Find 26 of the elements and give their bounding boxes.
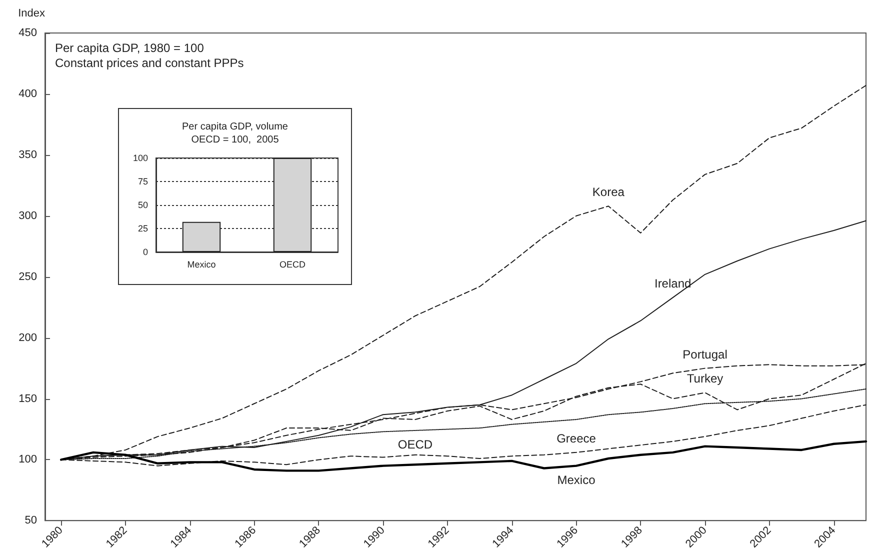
annotation: Ireland <box>654 276 692 291</box>
annotation: Portugal <box>682 347 728 362</box>
y-tick-label: 50 <box>24 514 37 527</box>
annotation: Korea <box>592 185 625 200</box>
annotation: Turkey <box>686 372 724 386</box>
y-tick-label: 300 <box>18 210 37 222</box>
y-tick-label: 350 <box>18 148 37 161</box>
y-tick-label: 250 <box>18 270 37 283</box>
annotation: Constant prices and constant PPPs <box>55 56 244 70</box>
y-tick-label: 150 <box>18 392 37 405</box>
y-tick-label: 400 <box>18 88 37 100</box>
y-tick-label: 75 <box>138 176 148 186</box>
y-tick-label: 100 <box>132 153 148 163</box>
annotation: OECD <box>398 437 433 452</box>
annotation: Per capita GDP, 1980 = 100 <box>55 41 204 55</box>
y-tick-label: 50 <box>138 200 148 210</box>
y-tick-label: 200 <box>18 332 37 344</box>
annotation: Mexico <box>557 472 596 487</box>
y-tick-label: 100 <box>18 454 37 466</box>
chart-title: Per capita GDP, volume <box>182 122 288 132</box>
y-tick-label: 450 <box>18 27 37 39</box>
y-tick-label: 25 <box>138 224 148 234</box>
y-axis-title: Index <box>18 8 46 20</box>
y-tick-label: 0 <box>142 247 148 257</box>
annotation: Greece <box>556 431 596 446</box>
chart-subtitle: OECD = 100, 2005 <box>191 134 280 146</box>
